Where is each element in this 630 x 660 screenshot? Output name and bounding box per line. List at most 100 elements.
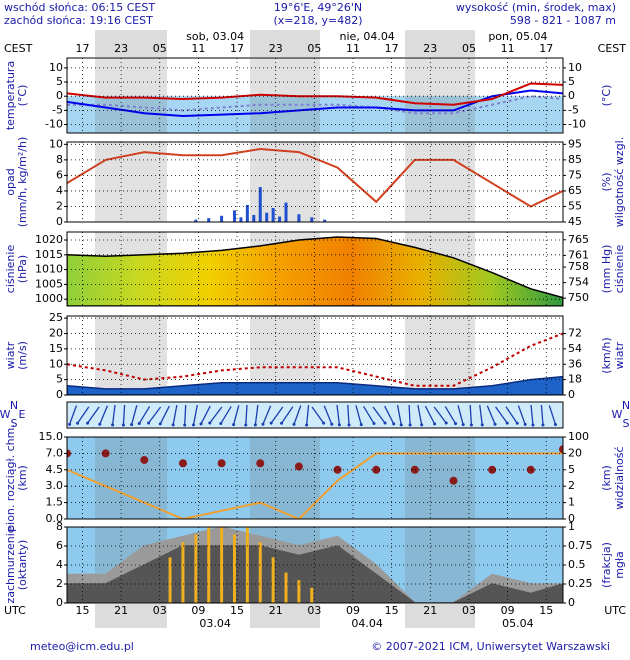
- wind-arrow-head: [359, 423, 363, 427]
- y-tick-label: 0: [56, 596, 63, 609]
- panel-frame: [66, 315, 564, 396]
- wind-arrow: [245, 404, 248, 426]
- bar: [245, 204, 249, 222]
- day-label: sob, 03.04: [186, 30, 244, 43]
- wind-arrow-head: [399, 423, 403, 427]
- wind-arrow: [396, 405, 402, 425]
- dot: [526, 465, 535, 474]
- sunset: zachód słońca: 19:16 CEST: [4, 14, 153, 27]
- wind-arrow-head: [183, 423, 187, 427]
- y-tick-label: 0: [56, 89, 63, 102]
- bar: [252, 215, 256, 222]
- panel: [67, 232, 563, 306]
- wind-arrow: [281, 406, 294, 424]
- dot: [67, 449, 71, 458]
- x-tick-label: 11: [501, 42, 515, 55]
- wind-arrow: [517, 405, 526, 425]
- y2-tick-label: 1: [568, 520, 575, 533]
- line: [67, 89, 563, 118]
- wind-arrow-head: [244, 423, 248, 427]
- bar: [310, 217, 314, 222]
- y2-tick-label: 5: [568, 75, 575, 88]
- x-tick-label: 05: [153, 42, 167, 55]
- y-tick-label: 4: [56, 184, 63, 197]
- wind-arrow: [336, 404, 341, 426]
- wind-arrow: [408, 404, 411, 426]
- y-tick-label: -5: [52, 103, 63, 116]
- compass-letter: W: [0, 408, 11, 421]
- wind-arrow: [77, 406, 90, 424]
- wind-arrow-head: [469, 423, 473, 427]
- wind-arrow-head: [253, 423, 257, 427]
- wind-arrow-head: [454, 422, 458, 426]
- bar: [271, 557, 275, 603]
- x-tick-label: 15: [230, 604, 244, 617]
- axis-title: wiatr: [613, 341, 626, 369]
- elevation-title: wysokość (min, środek, max): [456, 1, 616, 14]
- email[interactable]: meteo@icm.edu.pl: [30, 640, 134, 653]
- night-band: [405, 437, 475, 519]
- wind-arrow-head: [199, 422, 203, 426]
- night-band: [250, 604, 320, 628]
- y-tick-label: 1000: [35, 292, 63, 305]
- x-tick-label: 21: [269, 604, 283, 617]
- bar: [168, 557, 172, 603]
- panel-frame: [66, 436, 564, 520]
- wind-arrow-head: [322, 421, 326, 425]
- compass-letter: N: [622, 399, 630, 412]
- compass-letter: S: [11, 417, 18, 430]
- wind-arrow-head: [330, 422, 334, 426]
- night-band: [405, 30, 475, 57]
- y2-tick-label: 754: [568, 276, 589, 289]
- y-tick-label: 5: [56, 75, 63, 88]
- dot: [488, 465, 497, 474]
- wind-arrow-head: [158, 422, 162, 426]
- axis-title: (%): [600, 172, 613, 191]
- wind-arrow: [220, 406, 232, 424]
- y-tick-label: 10: [49, 357, 63, 370]
- day-label: 03.04: [199, 617, 231, 630]
- y2-tick-label: 765: [568, 233, 589, 246]
- bar: [265, 212, 269, 222]
- axis-title: pion. rozciągł. chm.: [4, 424, 17, 532]
- time-label: UTC: [604, 604, 626, 617]
- wind-arrow: [184, 404, 187, 426]
- x-tick-label: 17: [385, 42, 399, 55]
- wind-arrow: [384, 405, 395, 425]
- axis-title: widzialność: [613, 446, 626, 509]
- axis-title: wiatr: [4, 341, 17, 369]
- wind-arrow: [323, 405, 333, 425]
- y-tick-label: 4: [56, 558, 63, 571]
- wind-arrow: [148, 406, 162, 424]
- y2-tick-label: -5: [568, 103, 579, 116]
- wind-arrow-head: [305, 423, 309, 427]
- y2-tick-label: -10: [568, 118, 586, 131]
- y-tick-label: 10: [49, 61, 63, 74]
- wind-arrow: [479, 404, 483, 426]
- panel-background: [67, 402, 563, 428]
- y2-tick-label: 1: [568, 496, 575, 509]
- y2-tick-label: 45: [568, 215, 582, 228]
- wind-arrow: [232, 405, 240, 425]
- below-zero: [67, 96, 563, 133]
- y2-tick-label: 761: [568, 248, 589, 261]
- wind-arrow-head: [480, 423, 484, 427]
- y2-tick-label: 0: [568, 596, 575, 609]
- y-tick-label: 0.0: [46, 512, 64, 525]
- y-tick-label: 20: [49, 327, 63, 340]
- axis-title: zachmurzenie: [4, 526, 17, 603]
- area: [67, 545, 563, 603]
- y2-tick-label: 2: [568, 479, 575, 492]
- night-band: [405, 604, 475, 628]
- y2-tick-label: 0: [568, 89, 575, 102]
- wind-arrow: [495, 406, 508, 424]
- x-tick-label: 17: [75, 42, 89, 55]
- wind-arrow: [548, 405, 557, 425]
- wind-arrow-head: [98, 422, 102, 426]
- copyright: © 2007-2021 ICM, Uniwersytet Warszawski: [371, 640, 610, 653]
- y2-tick-label: 10: [568, 61, 582, 74]
- wind-arrow: [159, 405, 170, 425]
- panel: [67, 142, 563, 222]
- bar: [239, 217, 243, 222]
- wind-arrow-head: [392, 422, 396, 426]
